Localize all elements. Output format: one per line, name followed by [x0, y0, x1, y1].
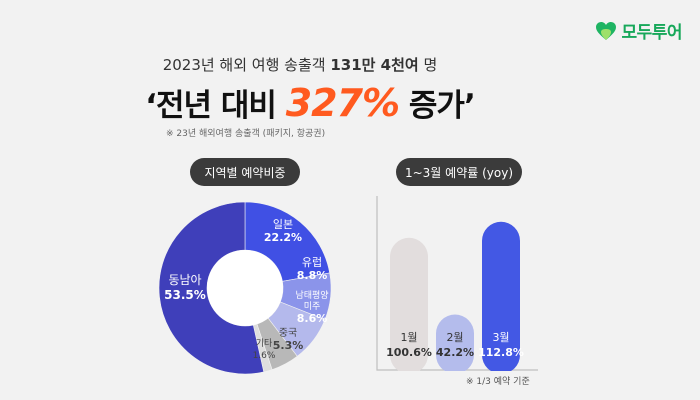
bar-0 — [390, 237, 428, 374]
headline-footnote: ※ 23년 해외여행 송출객 (패키지, 항공권) — [166, 129, 326, 139]
bar-category-0: 1월 — [400, 331, 417, 344]
donut-label-3: 중국 — [279, 327, 297, 339]
donut-value-1: 8.8% — [297, 269, 328, 282]
bar-2 — [482, 221, 520, 374]
donut-value-2: 8.6% — [297, 312, 328, 325]
subtitle-prefix: 2023년 해외 여행 송출객 — [162, 56, 331, 74]
bar-value-2: 112.8% — [478, 346, 524, 359]
donut-label-2-a: 남태평양 — [295, 290, 328, 301]
headline-prefix: ‘전년 대비 — [145, 88, 286, 124]
donut-value-5: 53.5% — [164, 288, 206, 302]
donut-label-5: 동남아 — [168, 273, 201, 287]
headline-highlight: 327% — [285, 81, 400, 125]
bar-title-pill: 1~3월 예약률 (yoy) — [396, 158, 522, 186]
subtitle-suffix: 명 — [418, 56, 438, 74]
brand-name: 모두투어 — [621, 23, 682, 43]
bar-base-mask — [378, 371, 540, 379]
headline-suffix: 증가’ — [399, 88, 476, 124]
bar-axis — [376, 196, 538, 371]
donut-hole — [207, 250, 283, 326]
bar-category-1: 2월 — [446, 331, 463, 344]
donut-label-0: 일본 — [273, 217, 293, 231]
bar-value-1: 42.2% — [436, 346, 474, 359]
donut-value-0: 22.2% — [264, 231, 302, 244]
donut-value-4: 1.6% — [253, 351, 276, 361]
subtitle-strong: 131만 4천여 — [330, 56, 419, 74]
donut-value-3: 5.3% — [273, 339, 304, 352]
page-subtitle: 2023년 해외 여행 송출객 131만 4천여 명 — [0, 54, 600, 75]
bar-category-2: 3월 — [492, 331, 509, 344]
bar-footnote: ※ 1/3 예약 기준 — [466, 377, 530, 387]
donut-label-1: 유럽 — [302, 255, 322, 269]
donut-title-pill: 지역별 예약비중 — [190, 158, 300, 186]
donut-label-2-b: 미주 — [304, 301, 321, 312]
heart-icon — [596, 21, 617, 40]
donut-label-4: 기타 — [256, 338, 273, 349]
bar-value-0: 100.6% — [386, 346, 432, 359]
brand-logo: 모두투어 — [595, 18, 682, 43]
bar-1 — [436, 314, 474, 374]
page-headline: ‘전년 대비 327% 증가’ — [0, 80, 620, 125]
